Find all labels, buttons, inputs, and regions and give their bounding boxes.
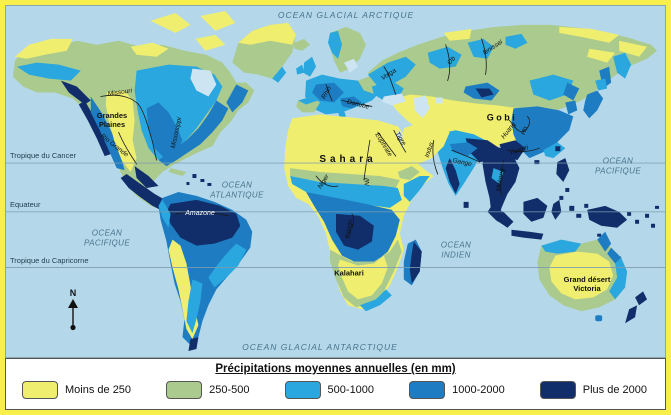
label-equateur: Equateur <box>10 200 41 209</box>
world-map-svg <box>6 10 665 352</box>
australia <box>537 231 648 324</box>
africa <box>284 114 450 312</box>
label-tropique-capricorne: Tropique du Capricorne <box>10 256 89 265</box>
legend-swatch-plus-2000 <box>539 381 576 399</box>
legend-item-1000-2000: 1000-2000 <box>409 381 505 399</box>
rivers <box>100 38 540 239</box>
legend-item-250-500: 250-500 <box>166 381 249 399</box>
north-america <box>12 10 255 214</box>
legend-item-moins-250: Moins de 250 <box>22 381 131 399</box>
latitude-lines <box>6 162 665 268</box>
legend-title: Précipitations moyennes annuelles (en mm… <box>215 363 456 375</box>
legend-item-plus-2000: Plus de 2000 <box>539 381 647 399</box>
north-compass: N <box>64 288 82 337</box>
north-arrow-icon <box>68 299 78 331</box>
south-america <box>158 191 253 352</box>
legend-swatch-moins-250 <box>22 381 58 399</box>
legend-label: Moins de 250 <box>65 384 132 396</box>
legend-label: 1000-2000 <box>452 384 505 396</box>
legend-swatch-250-500 <box>166 381 203 399</box>
label-tropique-cancer: Tropique du Cancer <box>10 151 77 160</box>
legend-items: Moins de 250 250-500 500-1000 1000-2000 … <box>6 375 665 399</box>
legend-label: 250-500 <box>209 384 250 396</box>
legend-item-500-1000: 500-1000 <box>284 381 375 399</box>
legend: Précipitations moyennes annuelles (en mm… <box>5 358 666 410</box>
asia <box>367 24 658 222</box>
greenland <box>232 22 311 83</box>
legend-swatch-1000-2000 <box>409 381 446 399</box>
legend-swatch-500-1000 <box>284 381 321 399</box>
europe <box>296 26 384 119</box>
legend-label: Plus de 2000 <box>582 384 647 396</box>
world-map <box>5 5 666 358</box>
legend-label: 500-1000 <box>327 384 375 396</box>
north-label: N <box>69 288 77 298</box>
